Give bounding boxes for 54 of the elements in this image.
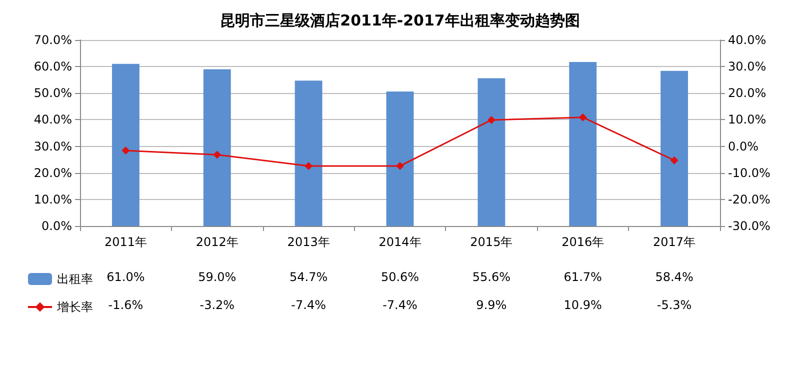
x-tick-label: 2012年 xyxy=(196,235,238,249)
y2-tick-label: -30.0% xyxy=(728,219,770,233)
point xyxy=(122,146,130,155)
data-label: -7.4% xyxy=(291,298,326,312)
data-label: 61.7% xyxy=(564,270,602,284)
y-tick-label: 0.0% xyxy=(42,219,72,233)
bar xyxy=(478,78,506,226)
point xyxy=(213,150,222,159)
legend-label: 增长率 xyxy=(56,300,93,314)
y-tick-label: 50.0% xyxy=(34,86,72,100)
data-label: 50.6% xyxy=(380,270,420,284)
data-label: 55.6% xyxy=(472,270,510,284)
data-label: 61.0% xyxy=(106,270,145,284)
y-tick-label: 70.0% xyxy=(34,33,72,47)
bar xyxy=(660,70,688,226)
point xyxy=(578,113,587,122)
x-tick-label: 2017年 xyxy=(653,235,696,249)
y2-tick-label: -10.0% xyxy=(728,166,770,180)
data-label: 54.7% xyxy=(290,270,328,284)
point xyxy=(670,156,678,164)
y-tick-label: 20.0% xyxy=(34,166,72,180)
y2-tick-label: 10.0% xyxy=(728,112,766,127)
x-tick-label: 2015年 xyxy=(470,235,513,249)
y2-tick-label: 20.0% xyxy=(728,86,766,100)
data-label: -5.3% xyxy=(656,298,692,312)
bar xyxy=(294,80,322,226)
bar xyxy=(203,69,231,226)
data-label: 9.9% xyxy=(476,298,507,312)
bar xyxy=(569,62,597,226)
chart-title: 昆明市三星级酒店2011年-2017年出租率变动趋势图 xyxy=(220,12,580,30)
y2-tick-label: 30.0% xyxy=(728,60,766,74)
data-label: -7.4% xyxy=(382,298,418,312)
y2-tick-label: -20.0% xyxy=(728,192,770,206)
data-label: -1.6% xyxy=(108,298,144,312)
legend-label: 出租率 xyxy=(57,272,93,286)
data-label: 59.0% xyxy=(198,270,236,284)
bar xyxy=(386,92,414,226)
point xyxy=(304,162,313,170)
x-tick-label: 2013年 xyxy=(287,235,330,249)
x-tick-label: 2014年 xyxy=(378,235,422,249)
x-tick-label: 2016年 xyxy=(562,235,604,249)
x-tick-label: 2011年 xyxy=(104,235,147,249)
data-label: -3.2% xyxy=(200,298,235,312)
y-tick-label: 30.0% xyxy=(34,139,72,154)
y-tick-label: 40.0% xyxy=(34,112,72,127)
data-label: 10.9% xyxy=(564,298,602,312)
data-label: 58.4% xyxy=(655,270,694,284)
y2-tick-label: 40.0% xyxy=(728,33,766,47)
point xyxy=(396,162,404,170)
point xyxy=(487,116,496,124)
y-tick-label: 60.0% xyxy=(34,60,72,74)
bar xyxy=(112,64,140,226)
y-tick-label: 10.0% xyxy=(34,192,72,206)
y2-tick-label: 0.0% xyxy=(728,139,758,154)
